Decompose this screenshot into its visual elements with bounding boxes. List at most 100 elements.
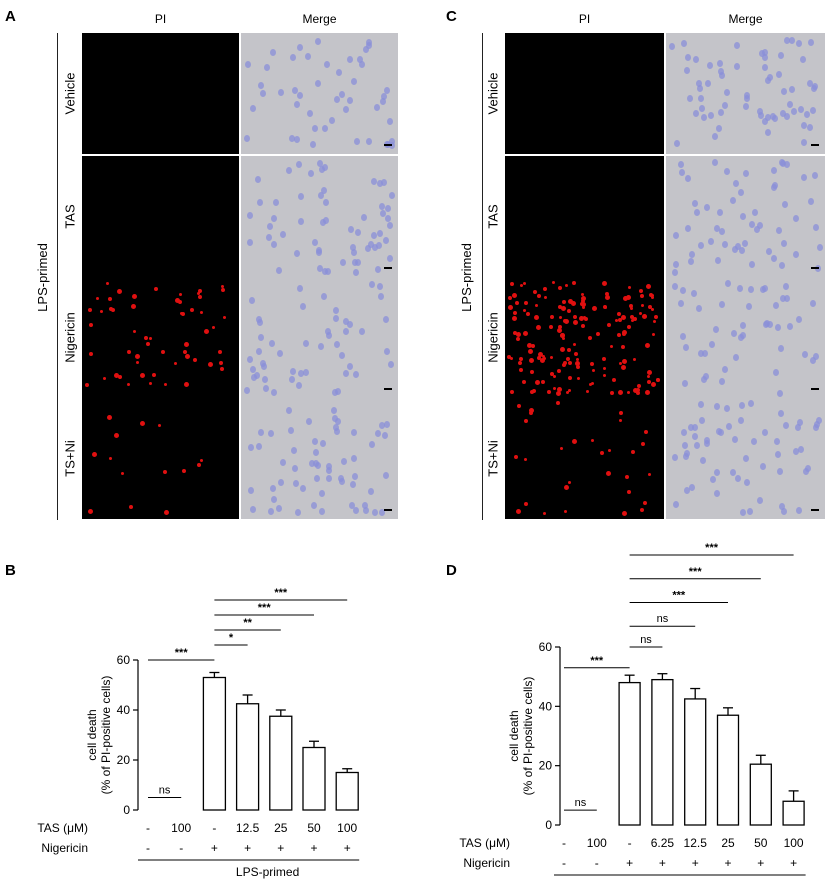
pi-positive-cell (648, 305, 652, 309)
cell-nucleus (349, 502, 355, 509)
cell-nucleus (353, 269, 359, 276)
pi-positive-cell (161, 350, 165, 354)
cell-nucleus (759, 50, 765, 57)
cell-nucleus (389, 142, 395, 149)
cell-nucleus (270, 485, 276, 492)
cell-nucleus (325, 268, 331, 275)
cell-nucleus (674, 140, 680, 147)
cell-nucleus (248, 444, 254, 451)
pi-positive-cell (571, 301, 576, 306)
pi-positive-cell (617, 333, 621, 337)
pi-positive-cell (562, 337, 565, 340)
pi-positive-cell (552, 281, 555, 284)
pi-positive-cell (131, 304, 136, 309)
cell-nucleus (787, 101, 793, 108)
pi-positive-cell (615, 319, 618, 322)
tas-dose-label: 25 (274, 821, 288, 835)
pi-positive-cell (563, 319, 567, 323)
y-tick-label: 60 (539, 640, 553, 654)
cell-nucleus (321, 293, 327, 300)
cell-nucleus (714, 469, 720, 476)
pi-positive-cell (623, 296, 628, 301)
scale-bar (384, 267, 392, 269)
cell-nucleus (379, 203, 385, 210)
cell-nucleus (339, 352, 345, 359)
cell-nucleus (712, 159, 718, 166)
cell-nucleus (680, 333, 686, 340)
nigericin-flag: + (659, 856, 666, 870)
significance-label: ns (575, 797, 587, 809)
cell-nucleus (682, 380, 688, 387)
pi-positive-cell (524, 502, 528, 506)
cell-nucleus (378, 293, 384, 300)
pi-positive-cell (111, 308, 115, 312)
cell-nucleus (343, 370, 349, 377)
cell-nucleus (735, 475, 741, 482)
pi-positive-cell (566, 357, 570, 361)
cell-nucleus (749, 221, 755, 228)
cell-nucleus (319, 490, 325, 497)
cell-nucleus (797, 419, 803, 426)
scale-bar (384, 509, 392, 511)
cell-nucleus (368, 241, 374, 248)
pi-positive-cell (197, 463, 201, 467)
y-tick-label: 20 (117, 753, 131, 767)
significance-label: *** (175, 647, 189, 659)
cell-nucleus (315, 462, 321, 469)
cell-nucleus (738, 417, 744, 424)
cell-nucleus (333, 315, 339, 322)
cell-nucleus (709, 341, 715, 348)
cell-nucleus (263, 385, 269, 392)
significance-label: ns (159, 785, 171, 797)
pi-positive-cell (581, 299, 585, 303)
row-label-ts-ni: TS+Ni (62, 439, 78, 477)
cell-nucleus (784, 37, 790, 44)
cell-nucleus (317, 160, 323, 167)
pi-positive-cell (629, 304, 633, 308)
panel-a-group-label: LPS-primed (34, 243, 50, 312)
pi-positive-cell (600, 451, 604, 455)
pi-positive-cell (180, 312, 183, 315)
cell-nucleus (783, 422, 789, 429)
cell-nucleus (724, 405, 730, 412)
cell-nucleus (336, 69, 342, 76)
cell-nucleus (782, 201, 788, 208)
cell-nucleus (348, 226, 354, 233)
pi-positive-cell (514, 455, 518, 459)
pi-positive-cell (622, 511, 627, 516)
cell-nucleus (771, 255, 777, 262)
merge-image (666, 33, 825, 154)
pi-positive-cell (184, 342, 189, 347)
cell-nucleus (362, 502, 368, 509)
pi-image (505, 277, 664, 398)
cell-nucleus (694, 442, 700, 449)
tas-dose-label: 100 (171, 821, 191, 835)
nigericin-flag: + (626, 856, 633, 870)
cell-nucleus (673, 232, 679, 239)
cell-nucleus (340, 259, 346, 266)
cell-nucleus (804, 111, 810, 118)
pi-positive-cell (507, 355, 511, 359)
cell-nucleus (271, 215, 277, 222)
cell-nucleus (724, 168, 730, 175)
cell-nucleus (377, 180, 383, 187)
cell-nucleus (669, 43, 675, 50)
cell-nucleus (257, 199, 263, 206)
cell-nucleus (810, 357, 816, 364)
pi-positive-cell (540, 358, 545, 363)
pi-positive-cell (103, 377, 106, 380)
cell-nucleus (692, 200, 698, 207)
pi-positive-cell (558, 305, 562, 309)
bar (202, 676, 227, 811)
cell-nucleus (778, 345, 784, 352)
pi-positive-cell (621, 365, 626, 370)
cell-nucleus (317, 265, 323, 272)
pi-positive-cell (114, 433, 119, 438)
cell-nucleus (758, 112, 764, 119)
cell-nucleus (780, 110, 786, 117)
cell-nucleus (722, 241, 728, 248)
cell-nucleus (767, 74, 773, 81)
cell-nucleus (775, 324, 781, 331)
bar (269, 715, 293, 811)
cell-nucleus (796, 40, 802, 47)
